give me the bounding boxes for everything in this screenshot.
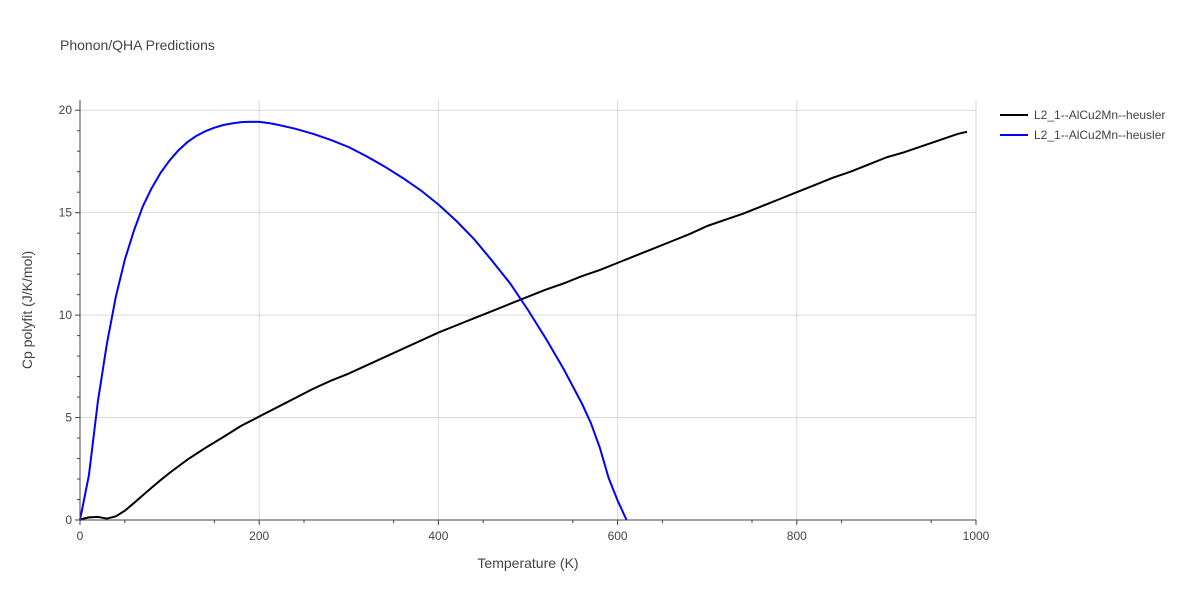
legend-label-1[interactable]: L2_1--AlCu2Mn--heusler: [1034, 108, 1165, 122]
legend[interactable]: L2_1--AlCu2Mn--heusler L2_1--AlCu2Mn--heu…: [1000, 108, 1165, 142]
grid: [80, 100, 977, 520]
y-tick-label: 0: [65, 513, 72, 527]
x-tick-label: 200: [249, 529, 269, 543]
y-axis-title: Cp polyfit (J/K/mol): [19, 251, 35, 369]
axes: 0 200 400 600 800 1000 0 5 10 15 20: [59, 100, 990, 543]
series-line-1[interactable]: [79, 130, 968, 521]
x-tick-label: 0: [77, 529, 84, 543]
y-tick-label: 15: [59, 206, 73, 220]
x-axis-title: Temperature (K): [477, 555, 578, 571]
plot-area: [79, 120, 968, 521]
y-tick-label: 20: [59, 103, 73, 117]
x-tick-label: 1000: [963, 529, 990, 543]
legend-label-2[interactable]: L2_1--AlCu2Mn--heusler: [1034, 128, 1165, 142]
y-tick-label: 10: [59, 308, 73, 322]
series-line-2[interactable]: [79, 120, 628, 521]
x-tick-label: 800: [787, 529, 807, 543]
x-tick-label: 400: [428, 529, 448, 543]
chart-title: Phonon/QHA Predictions: [60, 37, 215, 53]
x-tick-label: 600: [608, 529, 628, 543]
y-tick-label: 5: [65, 411, 72, 425]
